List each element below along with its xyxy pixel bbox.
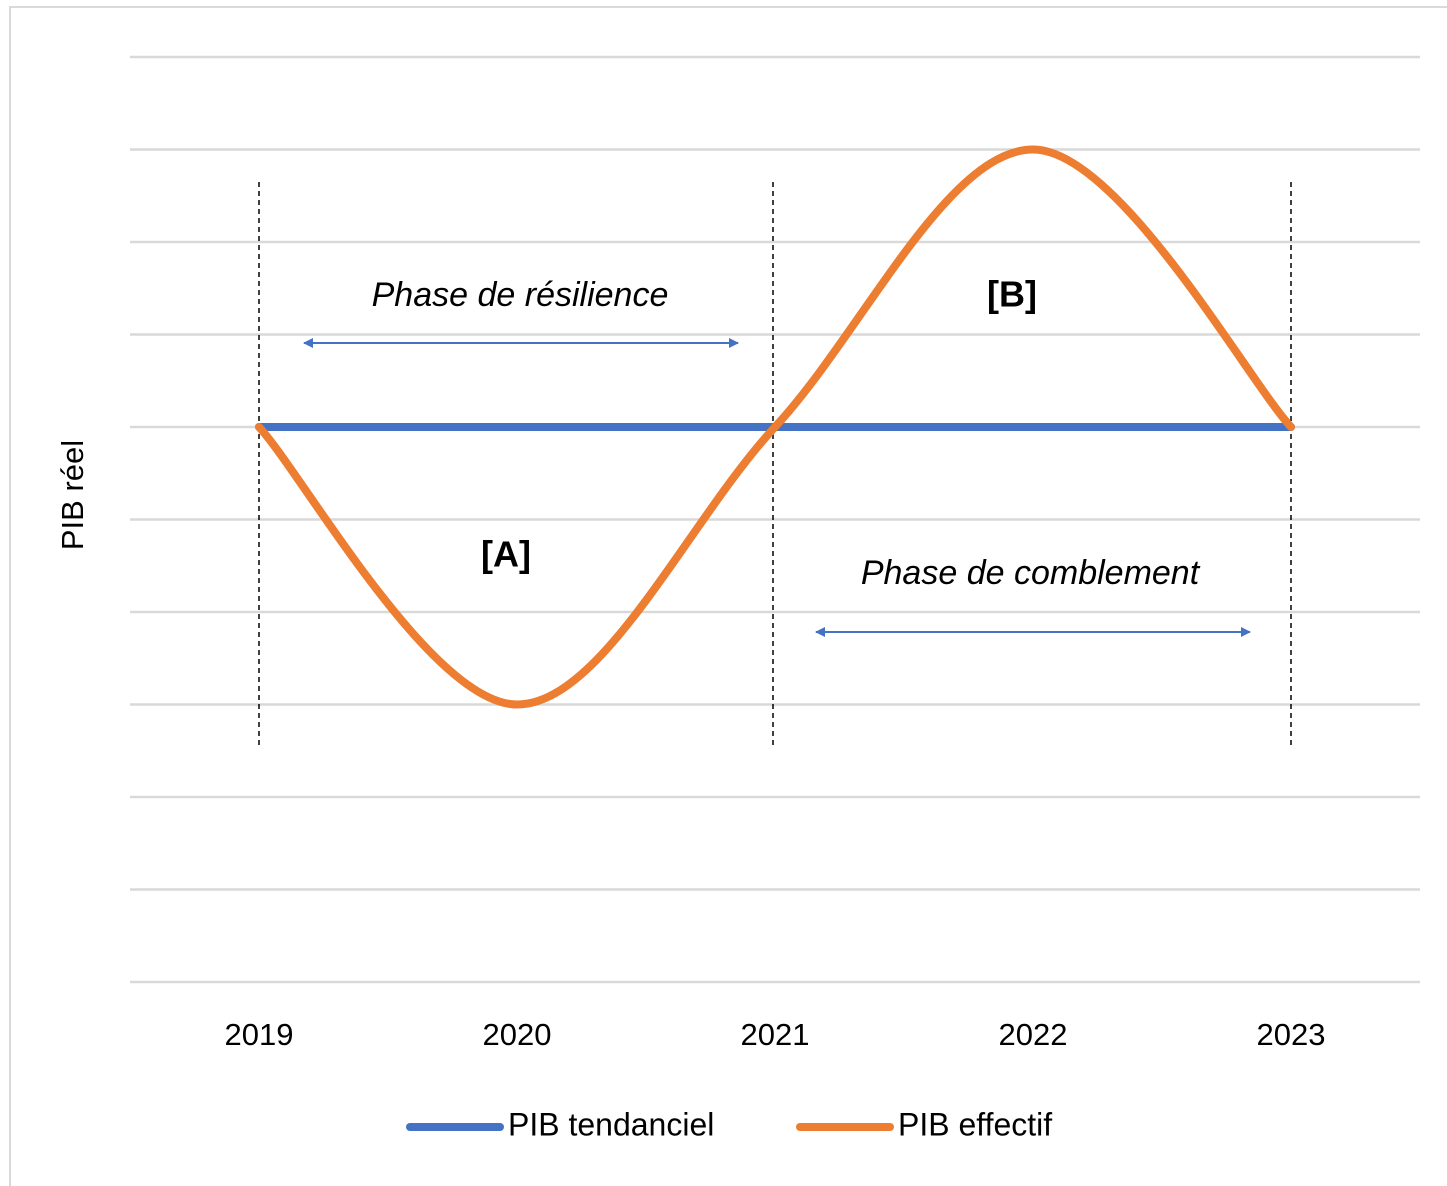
legend-label: PIB effectif (898, 1106, 1052, 1142)
legend-label: PIB tendanciel (508, 1106, 714, 1142)
x-tick-label: 2023 (1257, 1017, 1326, 1052)
annotation: [B] (987, 274, 1037, 315)
x-tick-label: 2022 (999, 1017, 1068, 1052)
y-axis-label: PIB réel (55, 440, 90, 550)
series-line (255, 145, 1295, 709)
x-tick-label: 2019 (225, 1017, 294, 1052)
lines (255, 145, 1295, 709)
annotation: Phase de résilience (372, 276, 669, 314)
x-tick-label: 2020 (483, 1017, 552, 1052)
x-tick-label: 2021 (741, 1017, 810, 1052)
chart-border (9, 6, 1447, 1186)
annotation: Phase de comblement (861, 554, 1201, 592)
annotation: [A] (481, 534, 531, 575)
phase-markers (258, 182, 1292, 748)
